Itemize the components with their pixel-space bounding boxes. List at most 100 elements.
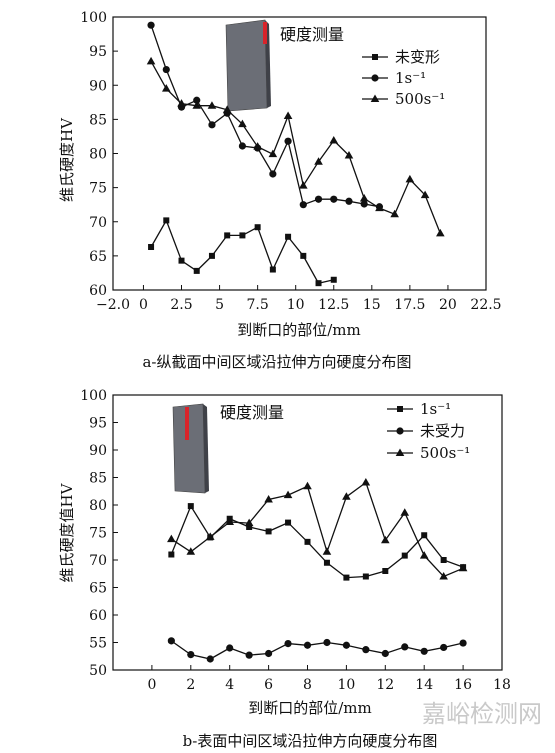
data-point-triangle (381, 535, 390, 544)
x-tick-label: 14 (415, 677, 433, 693)
y-tick-label: 85 (89, 471, 107, 487)
x-tick-label: 16 (454, 677, 472, 693)
data-point-triangle (405, 174, 415, 183)
data-point-triangle (303, 481, 312, 490)
data-point-square (304, 538, 311, 545)
data-point-square (362, 573, 369, 580)
data-point-square (330, 276, 337, 283)
data-point-triangle (458, 563, 468, 572)
y-tick-label: 85 (89, 112, 107, 128)
y-tick-label: 55 (89, 636, 107, 652)
x-tick-label: 2 (186, 677, 195, 693)
x-tick-label: 0 (139, 297, 148, 313)
data-point-triangle (375, 203, 384, 212)
legend-marker-triangle (370, 94, 380, 102)
chart-b-legend: 1s⁻¹ 未受力 500s⁻¹ (387, 400, 470, 462)
data-point-circle (162, 65, 170, 74)
measurement-line-marker (263, 22, 267, 44)
x-tick-label: 4 (225, 677, 234, 693)
x-tick-label: 10 (337, 677, 355, 693)
data-point-triangle (192, 101, 202, 109)
chart-b-legend-label-0: 1s⁻¹ (420, 400, 451, 418)
data-point-triangle (436, 228, 445, 237)
y-tick-label: 75 (89, 526, 107, 542)
series-1 (147, 21, 384, 211)
chart-a: 硬度测量 60 65 70 75 80 85 90 95 100 −2.0 0 2.5 5 7.5 10 1… (58, 10, 502, 371)
data-point-triangle (400, 508, 410, 516)
data-point-triangle (439, 572, 448, 580)
series-0 (148, 217, 337, 287)
series-line (150, 61, 441, 234)
data-point-square (265, 528, 272, 535)
data-point-square (421, 532, 428, 539)
y-tick-label: 70 (89, 553, 107, 569)
y-tick-label: 50 (89, 663, 107, 679)
data-point-square (224, 232, 231, 239)
data-point-triangle (161, 84, 171, 92)
chart-a-x-ticks: −2.0 0 2.5 5 7.5 10 12.5 15 17.5 20 22.5 (96, 285, 502, 313)
y-tick-label: 90 (89, 78, 107, 94)
data-point-circle (440, 643, 448, 652)
data-point-triangle (207, 101, 217, 109)
y-tick-label: 65 (89, 249, 107, 265)
chart-a-legend-label-1: 1s⁻¹ (395, 69, 426, 87)
series-line (170, 481, 464, 578)
data-point-triangle (268, 149, 278, 158)
legend-marker-circle (371, 74, 379, 82)
y-tick-label: 60 (89, 608, 107, 624)
data-point-triangle (390, 209, 399, 218)
data-point-circle (342, 641, 350, 649)
y-tick-label: 70 (89, 215, 107, 231)
y-tick-label: 65 (89, 581, 107, 597)
x-tick-label: 20 (439, 297, 457, 313)
data-point-triangle (322, 547, 332, 555)
data-point-circle (420, 647, 428, 655)
data-point-circle (303, 641, 312, 649)
measurement-line-marker (185, 407, 189, 440)
data-point-square (187, 503, 194, 510)
chart-b-y-axis-title: 维氏硬度值HV (58, 482, 76, 582)
data-point-circle (147, 21, 155, 29)
data-point-triangle (186, 547, 196, 555)
data-point-square (285, 233, 292, 240)
data-point-triangle (283, 490, 293, 499)
series-0 (168, 503, 467, 581)
chart-a-series (146, 21, 445, 287)
y-tick-label: 75 (89, 181, 107, 197)
data-point-square (168, 551, 175, 558)
data-point-square (343, 574, 350, 581)
chart-b-x-axis-title: 到断口的部位/mm (248, 699, 372, 717)
data-point-circle (401, 643, 409, 651)
chart-a-inset-label: 硬度测量 (280, 25, 344, 44)
data-point-square (239, 232, 246, 239)
legend-marker-circle (396, 427, 404, 435)
data-point-square (254, 224, 261, 231)
chart-a-legend: 未变形 1s⁻¹ 500s⁻¹ (362, 48, 445, 108)
data-point-square (178, 257, 185, 264)
y-tick-label: 60 (89, 283, 107, 299)
data-point-triangle (238, 119, 247, 128)
data-point-triangle (344, 151, 354, 159)
data-point-circle (381, 649, 389, 658)
data-point-square (382, 568, 389, 574)
chart-b-y-ticks: 50 55 60 65 70 75 80 85 90 95 100 (80, 388, 118, 679)
data-point-circle (208, 121, 216, 129)
y-tick-label: 80 (89, 498, 107, 514)
x-tick-label: 6 (264, 677, 273, 693)
legend-marker-square (372, 54, 378, 60)
data-point-triangle (225, 517, 234, 526)
data-point-square (208, 252, 215, 259)
data-point-circle (265, 649, 273, 658)
x-tick-label: 12.5 (318, 297, 349, 313)
data-point-square (148, 244, 155, 251)
x-tick-label: 17.5 (394, 297, 425, 313)
series-2 (167, 477, 468, 580)
y-tick-label: 90 (89, 443, 107, 459)
series-line (170, 640, 464, 660)
chart-b-legend-label-1: 未受力 (420, 422, 465, 440)
x-tick-label: −2.0 (96, 297, 130, 313)
y-tick-label: 95 (89, 416, 107, 432)
chart-b-caption: b-表面中间区域沿拉伸方向硬度分布图 (183, 732, 438, 750)
data-point-circle (269, 170, 277, 178)
data-point-triangle (359, 194, 369, 202)
